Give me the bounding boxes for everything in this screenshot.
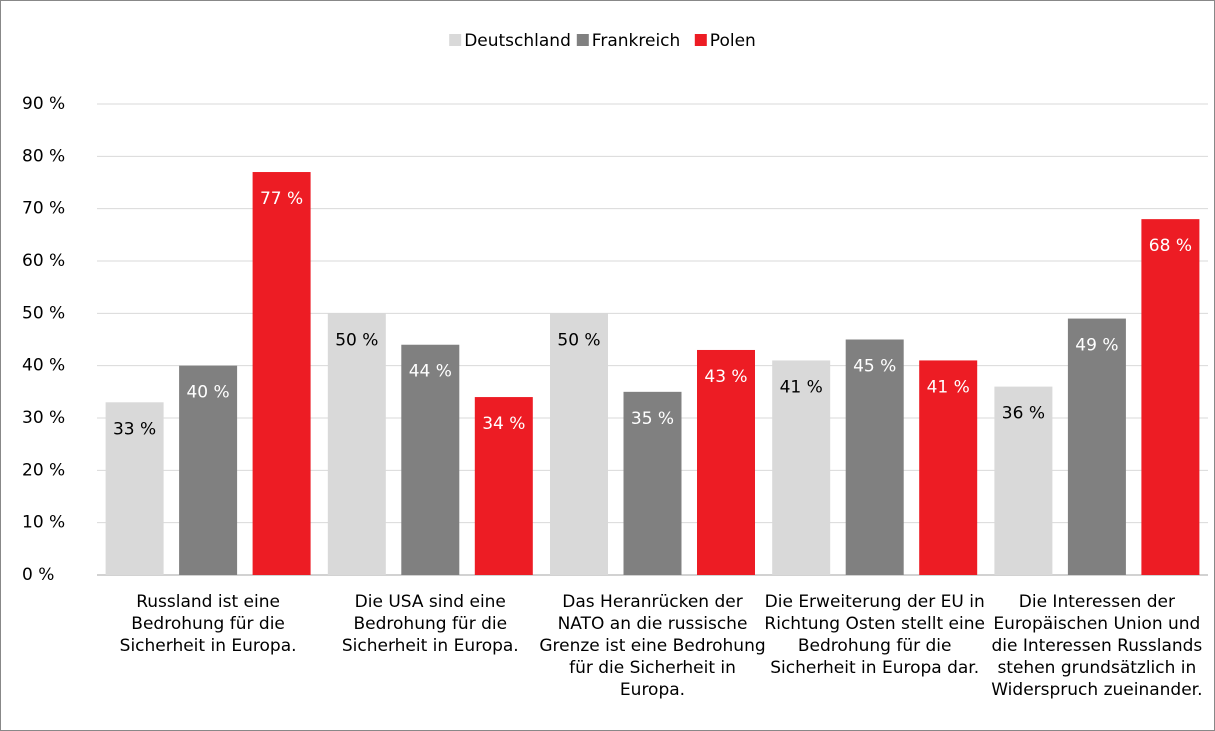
bar <box>1067 318 1126 575</box>
bar <box>550 313 608 575</box>
value-label: 45 % <box>853 357 896 377</box>
value-label: 40 % <box>186 383 229 403</box>
legend-swatch <box>576 34 589 46</box>
bar <box>179 365 238 575</box>
value-label: 34 % <box>482 414 525 434</box>
bar <box>697 349 755 575</box>
y-tick-label: 90 % <box>22 94 65 114</box>
value-label: 43 % <box>704 367 747 387</box>
legend-label: Deutschland <box>464 31 571 51</box>
bar <box>772 360 831 575</box>
legend-swatch <box>449 34 462 46</box>
y-tick-label: 20 % <box>22 460 65 480</box>
bar <box>919 360 978 575</box>
y-tick-label: 10 % <box>22 513 65 533</box>
value-label: 41 % <box>780 377 823 397</box>
bar <box>327 313 386 575</box>
y-tick-label: 30 % <box>22 408 65 428</box>
x-tick-label: Die Interessen der Europäischen Union un… <box>991 592 1203 700</box>
y-tick-label: 40 % <box>22 356 65 376</box>
bar <box>105 402 164 575</box>
bar <box>623 391 682 575</box>
y-tick-label: 70 % <box>22 199 65 219</box>
x-tick-label: Die USA sind eine Bedrohung für die Sich… <box>341 592 519 656</box>
value-label: 68 % <box>1149 236 1192 256</box>
y-tick-label: 50 % <box>22 303 65 323</box>
bar <box>845 339 904 575</box>
value-label: 33 % <box>113 419 156 439</box>
bar <box>401 344 460 575</box>
y-tick-label: 60 % <box>22 251 65 271</box>
legend-label: Polen <box>710 31 756 51</box>
value-label: 41 % <box>927 377 970 397</box>
x-tick-label: Russland ist eine Bedrohung für die Sich… <box>119 592 297 656</box>
y-tick-label: 80 % <box>22 146 65 166</box>
legend-swatch <box>694 34 707 46</box>
value-label: 50 % <box>557 330 600 350</box>
value-label: 49 % <box>1075 336 1118 356</box>
bar <box>474 397 533 575</box>
y-tick-label: 0 % <box>22 565 54 585</box>
x-tick-label: Die Erweiterung der EU in Richtung Osten… <box>764 592 985 678</box>
value-label: 44 % <box>409 362 452 382</box>
value-label: 36 % <box>1002 404 1045 424</box>
bar <box>1141 219 1200 575</box>
value-label: 77 % <box>260 189 303 209</box>
bar <box>252 172 311 576</box>
value-label: 50 % <box>335 330 378 350</box>
x-tick-label: Das Heranrücken der NATO an die russisch… <box>539 592 766 700</box>
value-label: 35 % <box>631 409 674 429</box>
legend-label: Frankreich <box>592 31 681 51</box>
bar <box>994 386 1053 575</box>
